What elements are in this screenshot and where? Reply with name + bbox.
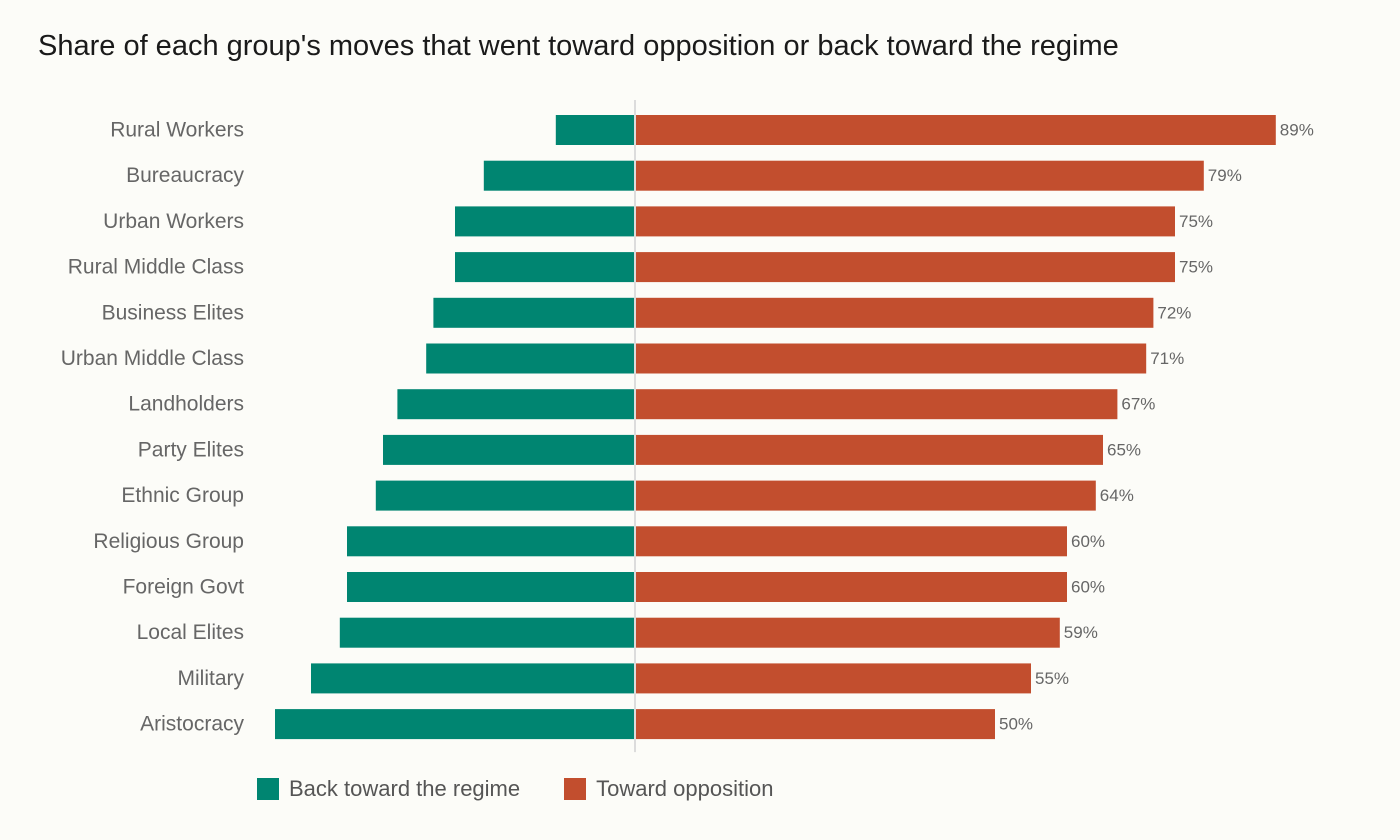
category-label: Rural Workers (110, 119, 244, 142)
value-label: 55% (1035, 669, 1069, 688)
chart-title: Share of each group's moves that went to… (38, 30, 1119, 62)
value-label: 64% (1100, 486, 1134, 505)
bar-regime (397, 389, 635, 420)
category-label: Rural Middle Class (68, 256, 244, 279)
bar-opposition (635, 434, 1103, 465)
bar-opposition (635, 297, 1154, 328)
bar-regime (347, 526, 635, 557)
category-label: Military (178, 667, 245, 690)
bar-opposition (635, 115, 1276, 145)
bar-opposition (635, 526, 1067, 557)
bar-regime (311, 663, 635, 694)
value-label: 89% (1280, 121, 1314, 140)
bar-regime (483, 160, 635, 191)
bar-regime (426, 343, 635, 374)
bar-opposition (635, 206, 1175, 237)
bar-regime (455, 252, 635, 283)
bar-opposition (635, 663, 1031, 694)
legend-swatch-opposition (564, 778, 587, 800)
bar-opposition (635, 709, 995, 740)
bar-regime (555, 115, 635, 145)
category-label: Local Elites (137, 621, 244, 644)
category-label: Foreign Govt (123, 576, 245, 599)
bar-opposition (635, 480, 1096, 511)
value-label: 75% (1179, 258, 1213, 277)
category-label: Landholders (128, 393, 244, 416)
value-label: 60% (1071, 578, 1105, 597)
bar-opposition (635, 343, 1147, 374)
legend-item-opposition: Toward opposition (564, 776, 773, 802)
category-label: Party Elites (138, 438, 244, 461)
category-label: Ethnic Group (121, 484, 244, 507)
bar-regime (433, 297, 635, 328)
legend-swatch-regime (257, 778, 279, 800)
value-label: 79% (1208, 166, 1242, 185)
category-label: Bureaucracy (126, 164, 244, 187)
bar-regime (347, 572, 635, 602)
bar-regime (375, 480, 635, 511)
legend-label-opposition: Toward opposition (596, 776, 774, 801)
category-label: Aristocracy (140, 713, 244, 736)
value-label: 72% (1157, 303, 1191, 322)
value-label: 50% (999, 715, 1033, 734)
value-label: 65% (1107, 440, 1141, 459)
bar-opposition (635, 389, 1118, 420)
bar-regime (275, 709, 635, 740)
value-label: 67% (1121, 395, 1155, 414)
bar-opposition (635, 572, 1067, 602)
category-label: Religious Group (93, 530, 244, 553)
bar-regime (383, 434, 635, 465)
value-label: 75% (1179, 212, 1213, 231)
bar-regime (455, 206, 635, 237)
bar-opposition (635, 617, 1060, 648)
legend: Back toward the regime Toward opposition (257, 776, 817, 802)
category-label: Urban Middle Class (61, 347, 244, 370)
legend-label-regime: Back toward the regime (289, 776, 521, 801)
value-label: 59% (1064, 623, 1098, 642)
value-label: 71% (1150, 349, 1184, 368)
category-label: Urban Workers (103, 210, 244, 233)
value-label: 60% (1071, 532, 1105, 551)
category-label: Business Elites (102, 301, 244, 324)
bar-opposition (635, 252, 1175, 283)
bar-opposition (635, 160, 1204, 191)
bar-regime (339, 617, 635, 648)
legend-item-regime: Back toward the regime (257, 776, 520, 802)
